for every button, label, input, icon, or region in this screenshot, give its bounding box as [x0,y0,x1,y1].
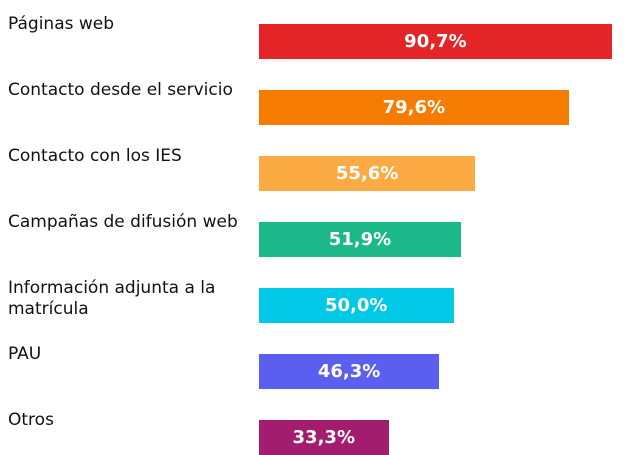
bar: 79,6% [259,90,569,125]
bar: 90,7% [259,24,612,59]
category-label: Información adjunta a la matrícula [8,278,216,319]
category-label: Campañas de difusión web [8,212,238,232]
value-label: 33,3% [292,427,355,448]
value-label: 51,9% [328,229,392,250]
bar: 33,3% [259,420,389,455]
bar: 51,9% [259,222,461,257]
category-label: Otros [8,410,54,430]
bar: 46,3% [259,354,440,389]
value-label: 46,3% [317,361,381,382]
bar: 55,6% [259,156,476,191]
category-label: Contacto desde el servicio [8,80,233,100]
bar: 50,0% [259,288,454,323]
category-label: Contacto con los IES [8,146,182,166]
value-label: 55,6% [335,163,399,184]
value-label: 50,0% [325,295,388,316]
category-label: PAU [8,344,42,364]
value-label: 90,7% [404,31,467,52]
category-label: Páginas web [8,14,115,34]
value-label: 79,6% [382,97,446,118]
